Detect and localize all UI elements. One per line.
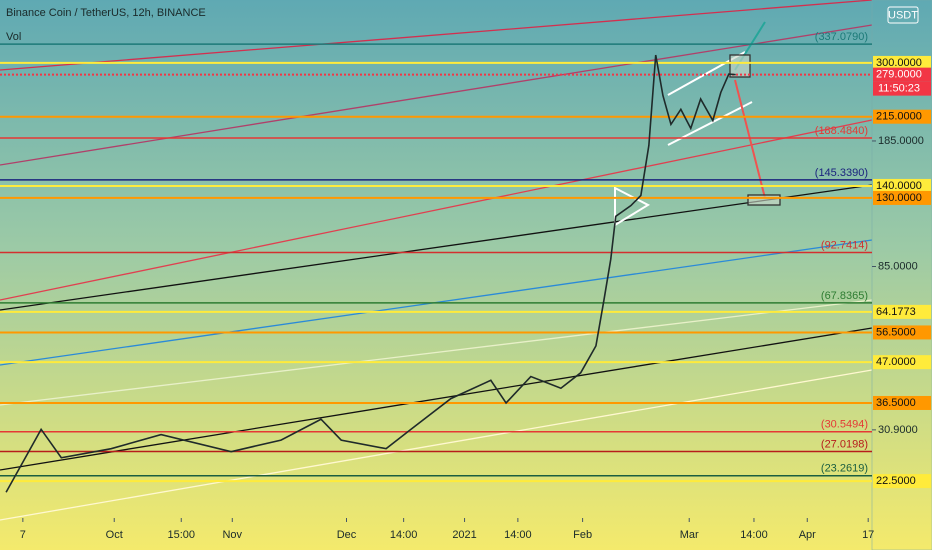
price-tag [873, 355, 931, 370]
price-tag-label: 140.0000 [876, 180, 922, 192]
y-tick-label: 185.0000 [878, 135, 924, 147]
trend-line [0, 119, 873, 301]
level-label: (337.0790) [815, 31, 868, 43]
x-tick-label: 7 [20, 529, 26, 541]
currency: USDT [888, 9, 918, 21]
x-tick-label: 14:00 [390, 529, 418, 541]
trend-line [0, 327, 873, 471]
x-tick-label: Feb [573, 529, 592, 541]
x-tick-label: 15:00 [167, 529, 195, 541]
x-tick-label: 14:00 [504, 529, 532, 541]
price-tag-label: 215.0000 [876, 111, 922, 123]
countdown-tag [873, 81, 931, 96]
level-label: (27.0198) [821, 438, 868, 450]
trend-line [0, 24, 873, 166]
price-tag [873, 325, 931, 340]
countdown: 11:50:23 [878, 83, 920, 95]
x-tick-label: Dec [337, 529, 357, 541]
price-tag [873, 190, 931, 205]
y-tick-label: 85.0000 [878, 260, 918, 272]
x-tick-label: Apr [799, 529, 816, 541]
price-tag [873, 304, 931, 319]
price-tag [873, 178, 931, 193]
trend-line [0, 184, 873, 311]
x-tick-label: 2021 [452, 529, 476, 541]
box [747, 194, 781, 206]
x-tick-label: 14:00 [740, 529, 768, 541]
price-tag-label: 64.1773 [876, 306, 916, 318]
price-tag-label: 56.5000 [876, 326, 916, 338]
price-tag [873, 55, 931, 70]
price-tag-label: 36.5000 [876, 397, 916, 409]
y-tick-label: 30.9000 [878, 424, 918, 436]
x-tick-label: 17 [862, 529, 874, 541]
price-tag-label: 300.0000 [876, 57, 922, 69]
price-line [5, 54, 736, 493]
level-label: (23.2619) [821, 463, 868, 475]
chart-title: Binance Coin / TetherUS, 12h, BINANCE [6, 7, 206, 19]
price-tag [873, 395, 931, 410]
level-label: (145.3390) [815, 167, 868, 179]
level-label: (30.5494) [821, 419, 868, 431]
price-tag [873, 474, 931, 489]
triangle [614, 186, 651, 227]
price-tag-label: 22.5000 [876, 475, 916, 487]
level-label: (92.7414) [821, 239, 868, 251]
volume-label: Vol [6, 31, 21, 43]
price-tag [873, 67, 931, 82]
trend-line [0, 299, 873, 406]
price-tag-label: 47.0000 [876, 356, 916, 368]
level-label: (188.4840) [815, 125, 868, 137]
price-tag-label: 279.0000 [876, 69, 922, 81]
x-tick-label: Oct [106, 529, 123, 541]
trend-line [0, 0, 873, 71]
x-tick-label: Mar [680, 529, 699, 541]
arrow [734, 79, 766, 199]
level-label: (67.8365) [821, 290, 868, 302]
price-tag-label: 130.0000 [876, 192, 922, 204]
box [729, 54, 751, 78]
trend-line [0, 369, 873, 521]
currency-box[interactable] [887, 6, 919, 24]
price-tag [873, 109, 931, 124]
x-tick-label: Nov [222, 529, 242, 541]
